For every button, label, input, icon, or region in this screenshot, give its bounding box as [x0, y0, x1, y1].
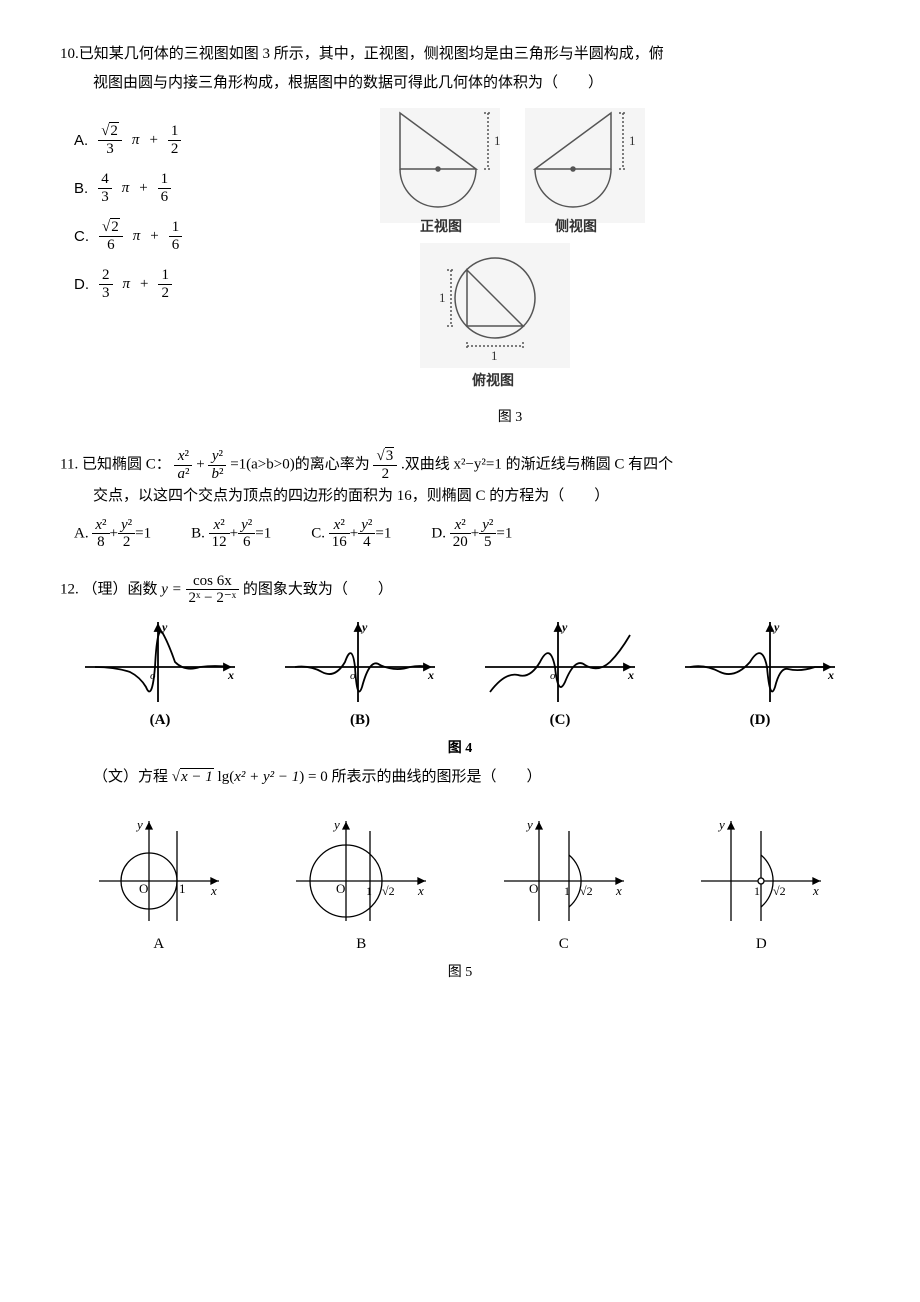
svg-text:√2: √2	[382, 884, 395, 898]
q12-curve-a: O 1 x y A	[89, 811, 229, 953]
three-view-svg: 1 1	[360, 103, 660, 393]
q10-option-a: A. 23 π+ 12	[74, 123, 320, 157]
q12-graph-b: y x o (B)	[280, 617, 440, 729]
q10-stem-line2: 视图由圆与内接三角形构成，根据图中的数据可得此几何体的体积为（ ）	[60, 69, 664, 98]
q11-option-a: A. x²8+y²2=1	[74, 517, 151, 551]
figure-4-caption: 图 4	[60, 737, 860, 757]
q11-option-c: C. x²16+y²4=1	[311, 517, 391, 551]
q12-number: 12.	[60, 581, 79, 597]
q11-options: A. x²8+y²2=1 B. x²12+y²6=1 C. x²16+y²4=1…	[74, 517, 860, 551]
svg-text:1: 1	[629, 133, 636, 148]
svg-text:x: x	[417, 883, 424, 898]
svg-text:正视图: 正视图	[420, 218, 462, 235]
svg-text:x: x	[627, 668, 634, 682]
svg-text:O: O	[139, 881, 148, 896]
q12-wen-stem: （文）方程 x − 1 lg(x² + y² − 1) = 0 所表示的曲线的图…	[60, 763, 860, 792]
figure-3: 1 1	[360, 103, 660, 426]
svg-text:y: y	[560, 620, 568, 634]
q12-curve-c: O 1 √2 x y C	[494, 811, 634, 953]
q12-curve-d: 1 √2 x y D	[691, 811, 831, 953]
svg-text:1: 1	[494, 133, 501, 148]
svg-text:x: x	[427, 668, 434, 682]
question-12: 12. （理）函数 y = cos 6x2ˣ − 2⁻ˣ 的图象大致为（ ） y…	[60, 573, 860, 982]
svg-text:1: 1	[491, 348, 498, 363]
svg-text:1: 1	[179, 881, 186, 896]
svg-text:o: o	[350, 670, 356, 682]
question-11: 11. 已知椭圆 C： x²a² + y²b² =1(a>b>0)的离心率为 3…	[60, 448, 860, 551]
svg-text:1: 1	[439, 290, 446, 305]
svg-text:俯视图: 俯视图	[472, 372, 514, 389]
q10-stem: 10.已知某几何体的三视图如图 3 所示，其中，正视图，侧视图均是由三角形与半圆…	[60, 40, 664, 69]
svg-text:y: y	[525, 817, 533, 832]
q10-number: 10.	[60, 46, 79, 62]
figure-4: y x o (A) y x o (B) y	[60, 617, 860, 729]
svg-text:1: 1	[564, 884, 570, 898]
svg-text:x: x	[210, 883, 217, 898]
q10-option-d: D. 23 π+ 12	[74, 267, 320, 301]
q10-option-b: B. 43 π+ 16	[74, 171, 320, 205]
figure-5: O 1 x y A O 1 √2 x y B	[60, 811, 860, 953]
svg-text:O: O	[336, 881, 345, 896]
svg-text:y: y	[135, 817, 143, 832]
svg-text:x: x	[827, 668, 834, 682]
svg-text:y: y	[360, 620, 368, 634]
svg-text:y: y	[332, 817, 340, 832]
figure-3-caption: 图 3	[360, 406, 660, 426]
q10-option-c: C. 26 π+ 16	[74, 219, 320, 253]
svg-text:侧视图: 侧视图	[555, 218, 597, 235]
q12-graph-a: y x o (A)	[80, 617, 240, 729]
svg-text:1: 1	[366, 884, 372, 898]
svg-text:x: x	[615, 883, 622, 898]
svg-text:o: o	[150, 670, 156, 682]
q12-curve-b: O 1 √2 x y B	[286, 811, 436, 953]
svg-text:o: o	[550, 670, 556, 682]
question-10: 10.已知某几何体的三视图如图 3 所示，其中，正视图，侧视图均是由三角形与半圆…	[60, 40, 860, 426]
svg-text:y: y	[772, 620, 780, 634]
q10-options: A. 23 π+ 12 B. 43 π+ 16 C. 26 π+	[60, 109, 320, 426]
svg-text:√2: √2	[773, 884, 786, 898]
svg-text:O: O	[529, 881, 538, 896]
q11-option-d: D. x²20+y²5=1	[431, 517, 512, 551]
svg-text:y: y	[717, 817, 725, 832]
q12-graph-c: y x o (C)	[480, 617, 640, 729]
svg-text:1: 1	[754, 884, 760, 898]
svg-text:x: x	[812, 883, 819, 898]
figure-5-caption: 图 5	[60, 961, 860, 981]
q12-graph-d: y x (D)	[680, 617, 840, 729]
q11-option-b: B. x²12+y²6=1	[191, 517, 271, 551]
svg-text:√2: √2	[580, 884, 593, 898]
svg-text:y: y	[160, 620, 168, 634]
svg-text:x: x	[227, 668, 234, 682]
q11-number: 11.	[60, 456, 78, 472]
